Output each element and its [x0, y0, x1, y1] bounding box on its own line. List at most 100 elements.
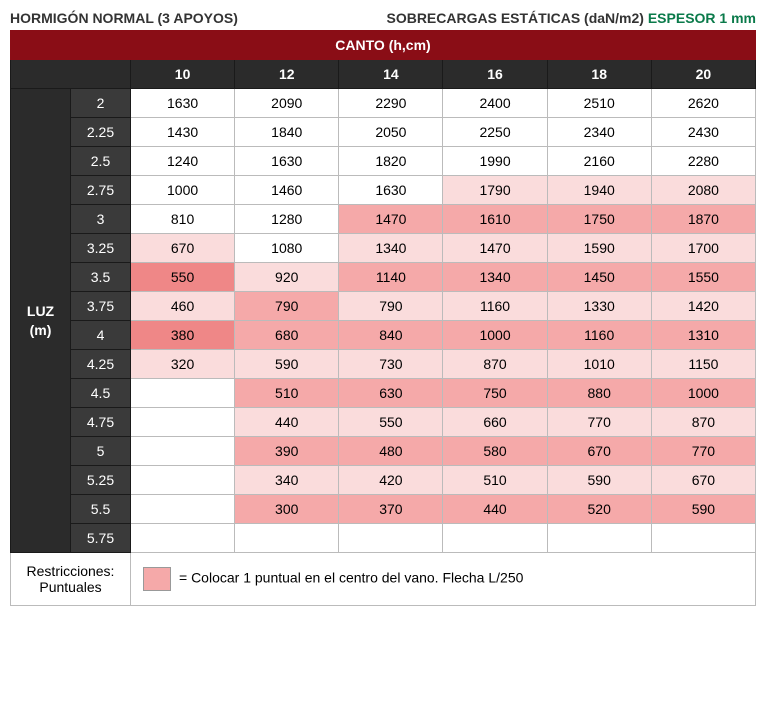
col-header-blank	[11, 60, 131, 89]
row-label: 2.5	[71, 147, 131, 176]
data-cell	[131, 379, 235, 408]
legend-left-line1: Restricciones:	[27, 563, 115, 579]
data-cell: 580	[443, 437, 547, 466]
header-line: HORMIGÓN NORMAL (3 APOYOS) SOBRECARGAS E…	[10, 10, 756, 26]
data-cell: 1240	[131, 147, 235, 176]
data-cell: 870	[443, 350, 547, 379]
data-cell: 2400	[443, 89, 547, 118]
data-cell: 750	[443, 379, 547, 408]
col-header: 16	[443, 60, 547, 89]
data-cell: 1750	[547, 205, 651, 234]
row-label: 5	[71, 437, 131, 466]
data-cell: 2620	[651, 89, 755, 118]
data-cell: 1450	[547, 263, 651, 292]
data-cell: 1820	[339, 147, 443, 176]
row-label: 5.25	[71, 466, 131, 495]
data-cell: 2510	[547, 89, 651, 118]
data-cell: 770	[547, 408, 651, 437]
table-row: LUZ(m)2163020902290240025102620	[11, 89, 756, 118]
data-cell: 480	[339, 437, 443, 466]
col-header: 20	[651, 60, 755, 89]
data-cell: 1430	[131, 118, 235, 147]
data-cell: 1330	[547, 292, 651, 321]
data-cell: 1630	[235, 147, 339, 176]
data-cell: 1340	[443, 263, 547, 292]
data-cell: 1840	[235, 118, 339, 147]
row-label: 4.75	[71, 408, 131, 437]
data-cell: 630	[339, 379, 443, 408]
legend-left-line2: Puntuales	[39, 579, 101, 595]
row-label: 2.25	[71, 118, 131, 147]
data-cell	[131, 466, 235, 495]
data-cell: 460	[131, 292, 235, 321]
table-row: 4380680840100011601310	[11, 321, 756, 350]
table-row: 3.55509201140134014501550	[11, 263, 756, 292]
legend-right: = Colocar 1 puntual en el centro del van…	[131, 553, 756, 606]
legend-text: = Colocar 1 puntual en el centro del van…	[179, 570, 523, 586]
data-cell: 1140	[339, 263, 443, 292]
data-cell: 1000	[651, 379, 755, 408]
header-espesor: ESPESOR 1 mm	[648, 10, 756, 26]
data-cell: 300	[235, 495, 339, 524]
data-cell: 550	[131, 263, 235, 292]
data-cell: 1310	[651, 321, 755, 350]
data-cell: 370	[339, 495, 443, 524]
data-cell	[339, 524, 443, 553]
data-cell: 1160	[547, 321, 651, 350]
legend-swatch	[143, 567, 171, 591]
luz-label-cell: LUZ(m)	[11, 89, 71, 553]
data-cell: 790	[235, 292, 339, 321]
data-cell: 680	[235, 321, 339, 350]
row-label: 4.5	[71, 379, 131, 408]
table-row: 4.5 5106307508801000	[11, 379, 756, 408]
row-label: 5.75	[71, 524, 131, 553]
data-cell: 520	[547, 495, 651, 524]
table-row: 4.75440550660770870	[11, 408, 756, 437]
data-cell: 590	[651, 495, 755, 524]
col-header: 14	[339, 60, 443, 89]
load-table: CANTO (h,cm) 10 12 14 16 18 20 LUZ(m)216…	[10, 30, 756, 606]
data-cell: 2290	[339, 89, 443, 118]
col-header: 12	[235, 60, 339, 89]
data-cell: 1940	[547, 176, 651, 205]
data-cell: 870	[651, 408, 755, 437]
data-cell: 320	[131, 350, 235, 379]
data-cell: 1790	[443, 176, 547, 205]
row-label: 5.5	[71, 495, 131, 524]
banner-row: CANTO (h,cm)	[11, 31, 756, 60]
data-cell: 670	[131, 234, 235, 263]
data-cell: 1550	[651, 263, 755, 292]
data-cell	[235, 524, 339, 553]
table-row: 5390480580670770	[11, 437, 756, 466]
table-row: 381012801470161017501870	[11, 205, 756, 234]
row-label: 2	[71, 89, 131, 118]
luz-line2: (m)	[30, 322, 52, 338]
data-cell: 340	[235, 466, 339, 495]
data-cell: 2250	[443, 118, 547, 147]
data-cell: 510	[235, 379, 339, 408]
data-cell	[443, 524, 547, 553]
table-row: 2.25143018402050225023402430	[11, 118, 756, 147]
data-cell: 1010	[547, 350, 651, 379]
data-cell: 880	[547, 379, 651, 408]
data-cell: 2280	[651, 147, 755, 176]
col-header: 18	[547, 60, 651, 89]
data-cell: 1610	[443, 205, 547, 234]
data-cell: 420	[339, 466, 443, 495]
table-row: 3.2567010801340147015901700	[11, 234, 756, 263]
data-cell: 1460	[235, 176, 339, 205]
data-cell: 1870	[651, 205, 755, 234]
data-cell	[131, 495, 235, 524]
data-cell: 1590	[547, 234, 651, 263]
row-label: 3.25	[71, 234, 131, 263]
data-cell: 1470	[443, 234, 547, 263]
row-label: 3.5	[71, 263, 131, 292]
data-cell: 1470	[339, 205, 443, 234]
legend-left: Restricciones: Puntuales	[11, 553, 131, 606]
data-cell: 550	[339, 408, 443, 437]
data-cell: 1080	[235, 234, 339, 263]
data-cell: 1990	[443, 147, 547, 176]
data-cell	[131, 524, 235, 553]
data-cell	[547, 524, 651, 553]
data-cell: 510	[443, 466, 547, 495]
